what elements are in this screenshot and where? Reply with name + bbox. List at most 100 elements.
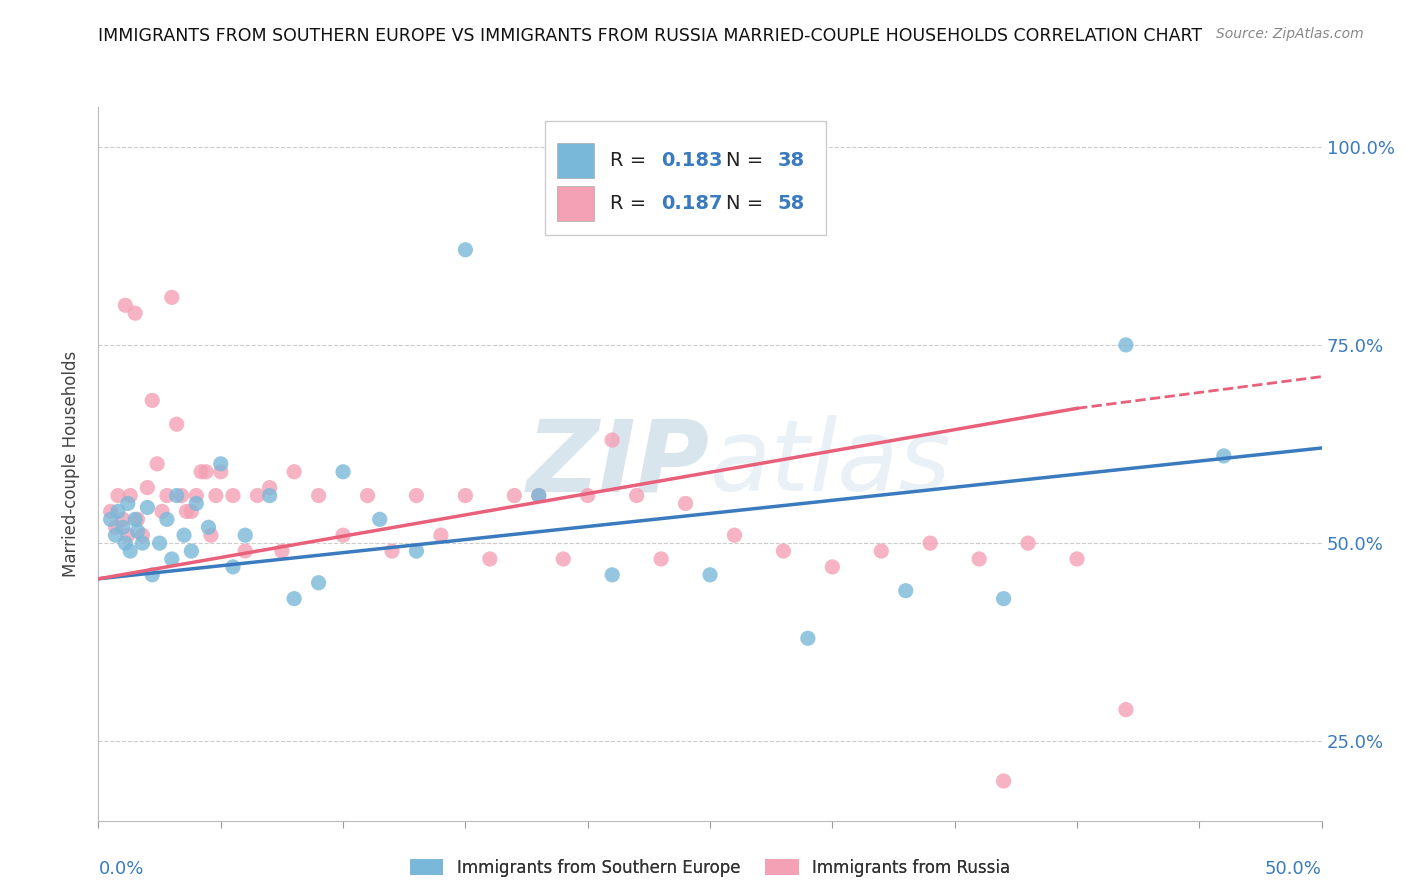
Point: [967, 552, 990, 566]
Point: [246, 489, 269, 503]
Point: [405, 489, 427, 503]
Point: [527, 489, 550, 503]
Point: [127, 512, 149, 526]
Point: [180, 544, 202, 558]
Point: [650, 552, 672, 566]
Point: [146, 457, 169, 471]
Point: [797, 632, 820, 646]
Point: [772, 544, 794, 558]
Point: [205, 489, 228, 503]
Point: [699, 567, 721, 582]
Point: [141, 393, 163, 408]
Point: [259, 481, 281, 495]
FancyBboxPatch shape: [546, 121, 827, 235]
Point: [356, 489, 378, 503]
Point: [259, 489, 281, 503]
Point: [1115, 338, 1137, 352]
Text: 38: 38: [778, 151, 804, 170]
Point: [821, 560, 844, 574]
Point: [478, 552, 501, 566]
Text: ZIP: ZIP: [527, 416, 710, 512]
Text: IMMIGRANTS FROM SOUTHERN EUROPE VS IMMIGRANTS FROM RUSSIA MARRIED-COUPLE HOUSEHO: IMMIGRANTS FROM SOUTHERN EUROPE VS IMMIG…: [98, 27, 1202, 45]
Point: [100, 504, 122, 518]
Point: [124, 306, 146, 320]
Point: [405, 544, 427, 558]
Point: [600, 433, 623, 447]
Point: [553, 552, 575, 566]
Point: [454, 489, 477, 503]
Text: 0.183: 0.183: [661, 151, 723, 170]
Point: [180, 504, 202, 518]
Point: [111, 520, 134, 534]
Point: [111, 512, 134, 526]
Point: [576, 489, 599, 503]
Text: 0.0%: 0.0%: [98, 860, 143, 878]
Point: [124, 512, 146, 526]
Point: [270, 544, 294, 558]
Point: [149, 536, 172, 550]
Point: [1212, 449, 1234, 463]
Point: [381, 544, 404, 558]
Point: [626, 489, 648, 503]
Point: [200, 528, 222, 542]
Point: [233, 528, 256, 542]
Point: [173, 528, 195, 542]
Point: [308, 575, 330, 590]
Point: [430, 528, 453, 542]
Point: [332, 465, 354, 479]
Point: [222, 489, 245, 503]
Point: [156, 489, 179, 503]
Point: [675, 496, 697, 510]
Point: [117, 496, 139, 510]
Point: [104, 520, 127, 534]
Point: [993, 774, 1015, 789]
Point: [1115, 703, 1137, 717]
Point: [332, 528, 354, 542]
Point: [166, 489, 188, 503]
Point: [894, 583, 917, 598]
Point: [120, 544, 142, 558]
Text: R =: R =: [610, 151, 652, 170]
Point: [368, 512, 391, 526]
Text: N =: N =: [725, 194, 769, 213]
Point: [160, 552, 183, 566]
Point: [136, 500, 159, 515]
Point: [1066, 552, 1088, 566]
Point: [503, 489, 526, 503]
Point: [209, 465, 232, 479]
Point: [150, 504, 173, 518]
Point: [600, 567, 623, 582]
Point: [308, 489, 330, 503]
Point: [1017, 536, 1039, 550]
Text: 0.187: 0.187: [661, 194, 723, 213]
Point: [131, 528, 153, 542]
Point: [186, 489, 208, 503]
Point: [156, 512, 179, 526]
Point: [283, 591, 305, 606]
Point: [104, 528, 127, 542]
Point: [233, 544, 256, 558]
Legend: Immigrants from Southern Europe, Immigrants from Russia: Immigrants from Southern Europe, Immigra…: [404, 853, 1017, 884]
Point: [920, 536, 942, 550]
Point: [723, 528, 745, 542]
Point: [195, 465, 218, 479]
Point: [160, 290, 183, 304]
Point: [114, 298, 136, 312]
Point: [114, 536, 136, 550]
Text: N =: N =: [725, 151, 769, 170]
Point: [107, 489, 129, 503]
Point: [283, 465, 305, 479]
FancyBboxPatch shape: [557, 143, 593, 178]
Point: [131, 536, 153, 550]
Point: [120, 489, 142, 503]
Point: [222, 560, 245, 574]
Text: R =: R =: [610, 194, 652, 213]
Point: [100, 512, 122, 526]
Point: [141, 567, 163, 582]
Point: [870, 544, 893, 558]
Text: atlas: atlas: [710, 416, 952, 512]
Y-axis label: Married-couple Households: Married-couple Households: [62, 351, 80, 577]
FancyBboxPatch shape: [557, 186, 593, 221]
Point: [107, 504, 129, 518]
Point: [170, 489, 193, 503]
